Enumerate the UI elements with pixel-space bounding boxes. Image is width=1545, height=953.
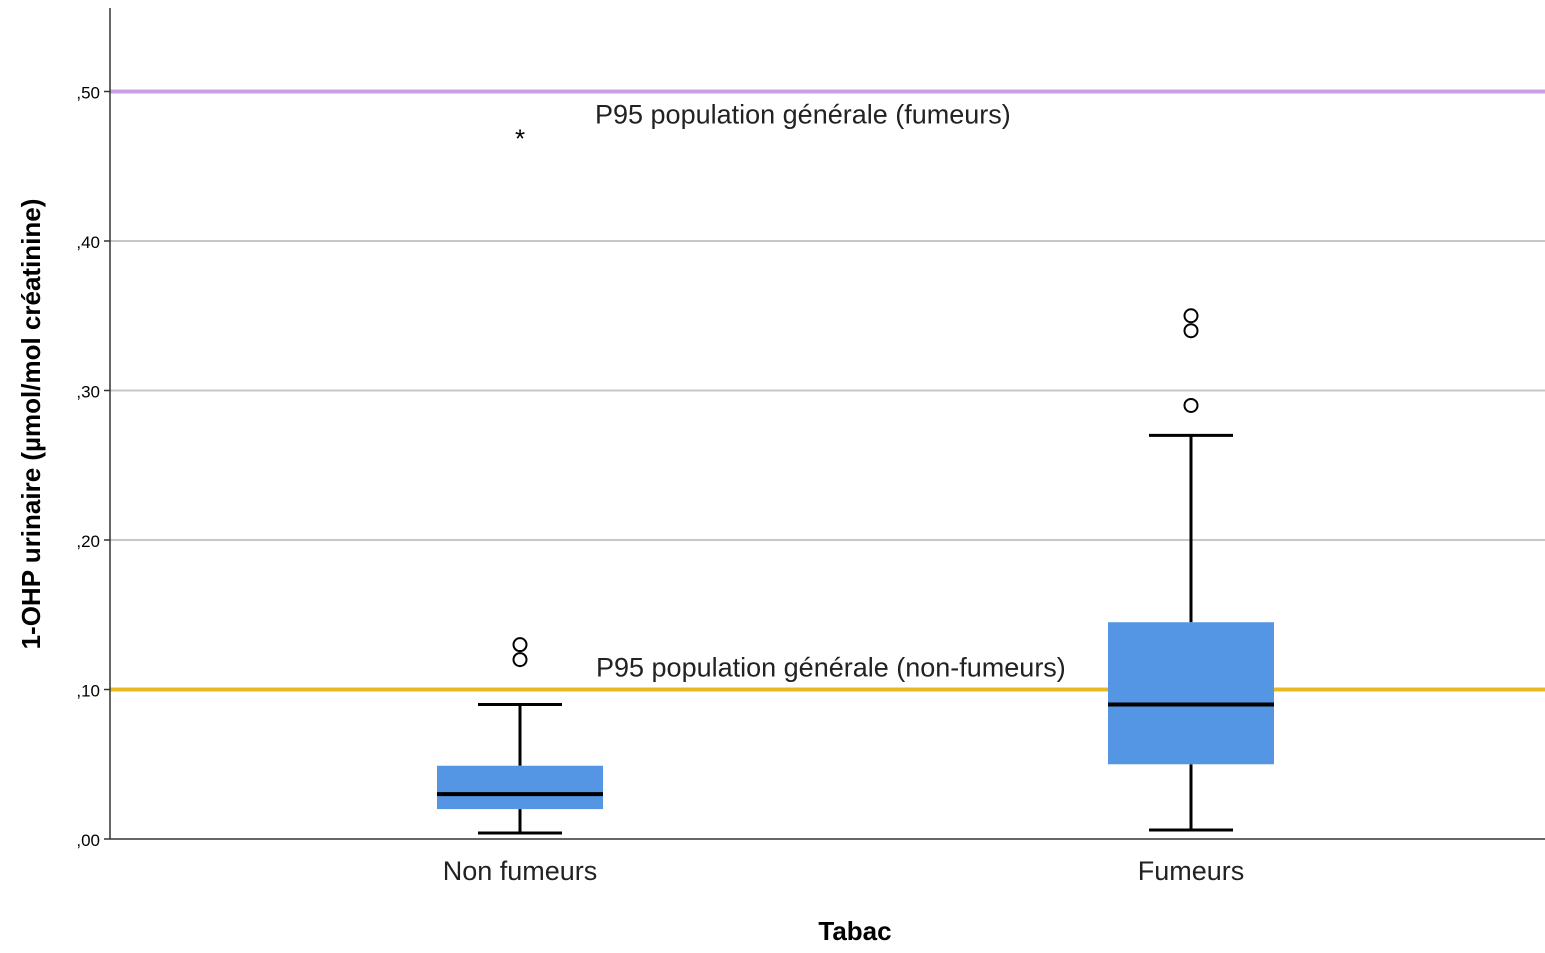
outlier-point	[1183, 323, 1199, 339]
grid-layer	[104, 90, 1545, 840]
y-tick-label: ,40	[76, 233, 100, 252]
x-category-label: Fumeurs	[1138, 856, 1245, 886]
labels-layer: 1-OHP urinaire (µmol/mol créatinine) Tab…	[16, 84, 1244, 947]
y-tick-label: ,00	[76, 831, 100, 850]
axes-layer	[109, 8, 1545, 840]
reference-line-label: P95 population générale (fumeurs)	[595, 100, 1011, 130]
outlier-point	[512, 637, 528, 653]
y-tick-label: ,30	[76, 383, 100, 402]
y-axis-title: 1-OHP urinaire (µmol/mol créatinine)	[16, 199, 46, 650]
y-tick-label: ,50	[76, 84, 100, 103]
y-tick-label: ,10	[76, 682, 100, 701]
outlier-point	[1183, 308, 1199, 324]
box-iqr	[1108, 622, 1274, 765]
reference-line-label: P95 population générale (non-fumeurs)	[596, 653, 1066, 683]
reference-lines-layer	[110, 89, 1545, 692]
outlier-point	[1183, 397, 1199, 413]
box-iqr	[437, 765, 603, 810]
boxes-layer: *	[437, 123, 1274, 835]
extreme-point: *	[515, 123, 525, 153]
outlier-point	[512, 652, 528, 668]
x-category-label: Non fumeurs	[443, 856, 598, 886]
y-tick-label: ,20	[76, 532, 100, 551]
x-axis-title: Tabac	[818, 916, 891, 946]
